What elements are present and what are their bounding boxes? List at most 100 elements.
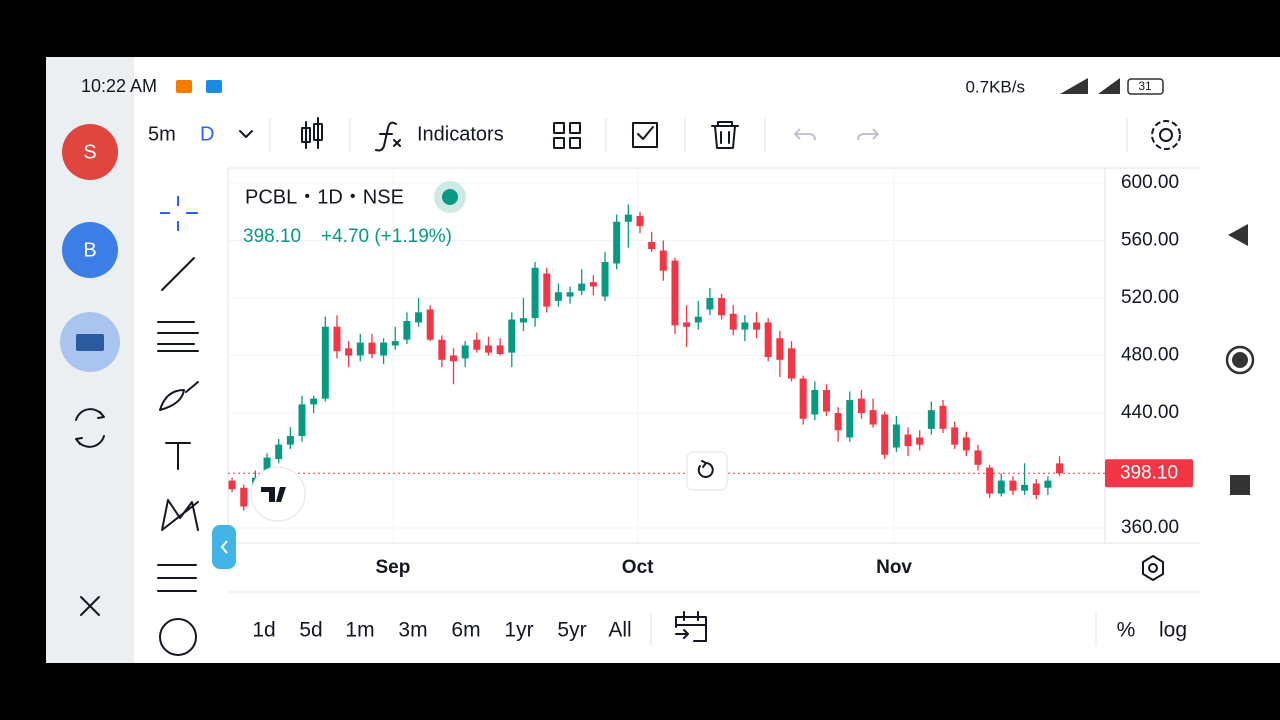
candle-body [904,434,912,447]
separator [650,612,1097,646]
range-button[interactable]: 5yr [557,619,586,642]
range-button[interactable]: 1d [252,619,275,642]
range-bar: 1d 5d 1m 3m 6m 1yr 5yr All [252,619,631,642]
candle-body [951,427,959,445]
candle-body [1032,483,1040,495]
text-tool[interactable] [165,442,191,470]
check-icon[interactable] [632,122,658,148]
reset-icon [697,460,714,478]
candle-body [927,410,935,429]
axis-settings[interactable] [1142,555,1164,581]
brush-tool[interactable] [159,381,199,411]
reset-button[interactable] [686,451,728,491]
separator [269,118,1128,152]
status-icon [206,80,222,93]
nav-recents[interactable] [1230,475,1250,495]
candle-body [962,437,970,451]
candle-body [939,405,947,429]
legend-change: +4.70 (+1.19%) [321,226,452,247]
candle-body [986,467,994,494]
candle-body [228,480,236,490]
range-button[interactable]: 3m [398,619,427,642]
candle-body [811,390,819,415]
nav-home-dot [1232,352,1248,368]
close-icon[interactable] [80,596,100,616]
screen-bg [46,57,1280,663]
settings-icon[interactable] [1159,128,1173,142]
status-icon [176,80,192,93]
chart-interval[interactable]: D [200,123,214,145]
candle-body [356,342,364,356]
trendline-tool[interactable] [161,257,195,291]
candle-body [683,322,691,327]
candle-body [345,348,353,356]
candle-body [799,378,807,419]
candle-body [741,322,749,330]
candle-body [415,312,423,323]
candle-body [333,326,341,352]
percent-toggle[interactable]: % [1117,619,1136,642]
tv-logo[interactable] [250,466,306,522]
candle-body [846,400,854,438]
chart-type[interactable] [301,117,323,149]
x-tick-label: Oct [622,557,654,578]
refresh-icon[interactable] [75,408,105,448]
range-button[interactable]: 6m [451,619,480,642]
market-status [442,189,458,205]
candle-body [1056,463,1064,474]
avatar[interactable] [62,124,118,180]
layout-icon[interactable] [553,122,581,149]
range-button[interactable]: 1m [345,619,374,642]
emoji-tool[interactable] [159,618,197,656]
candle-body [787,348,795,379]
net-speed: 0.7KB/s [965,77,1025,96]
range-button[interactable]: All [608,619,631,642]
avatar[interactable] [62,222,118,278]
candle-body [496,345,504,355]
candle-body [473,339,481,350]
candle-body [554,292,562,301]
candle-body [881,414,889,455]
candle-body [636,216,644,227]
nav-back[interactable] [1228,224,1248,246]
y-tick-label: 520.00 [1121,287,1179,308]
candle-body [263,457,271,471]
dropdown[interactable] [239,130,253,138]
candle-body [484,345,492,353]
avatar-letter: S [83,141,96,163]
crosshair-tool[interactable] [160,196,198,231]
candle-body [531,267,539,319]
log-toggle[interactable]: log [1159,619,1187,642]
price-tag-label: 398.10 [1120,462,1178,483]
candle-body [519,318,527,323]
candle-body [822,390,830,412]
candle-body [461,345,469,359]
fx-icon[interactable] [375,121,401,152]
price-tag [1105,459,1193,488]
undo-redo[interactable] [793,128,880,141]
interval[interactable]: 5m [148,123,176,145]
fib-tool[interactable] [157,321,199,352]
candle-body [310,398,318,405]
candle-body [240,487,248,507]
candle-body [764,322,772,357]
pattern-tool[interactable] [161,499,199,531]
candle-body [403,320,411,340]
range-button[interactable]: 1yr [504,619,533,642]
battery [1127,78,1164,95]
collapse-tab[interactable] [212,525,236,569]
goto-date[interactable] [675,611,707,642]
x-tick-label: Nov [876,557,912,578]
range-button[interactable]: 5d [299,619,322,642]
candle-body [566,292,574,297]
indicators-button[interactable]: Indicators [417,123,504,145]
nav-home[interactable] [1225,345,1255,375]
candle-body [869,410,877,425]
forecast-tool[interactable] [157,564,197,592]
settings-gear[interactable] [1151,120,1181,150]
legend-price: 398.10 [243,226,301,247]
candle-body [624,214,632,222]
candle-body [997,480,1005,494]
delete-icon[interactable] [711,121,739,149]
